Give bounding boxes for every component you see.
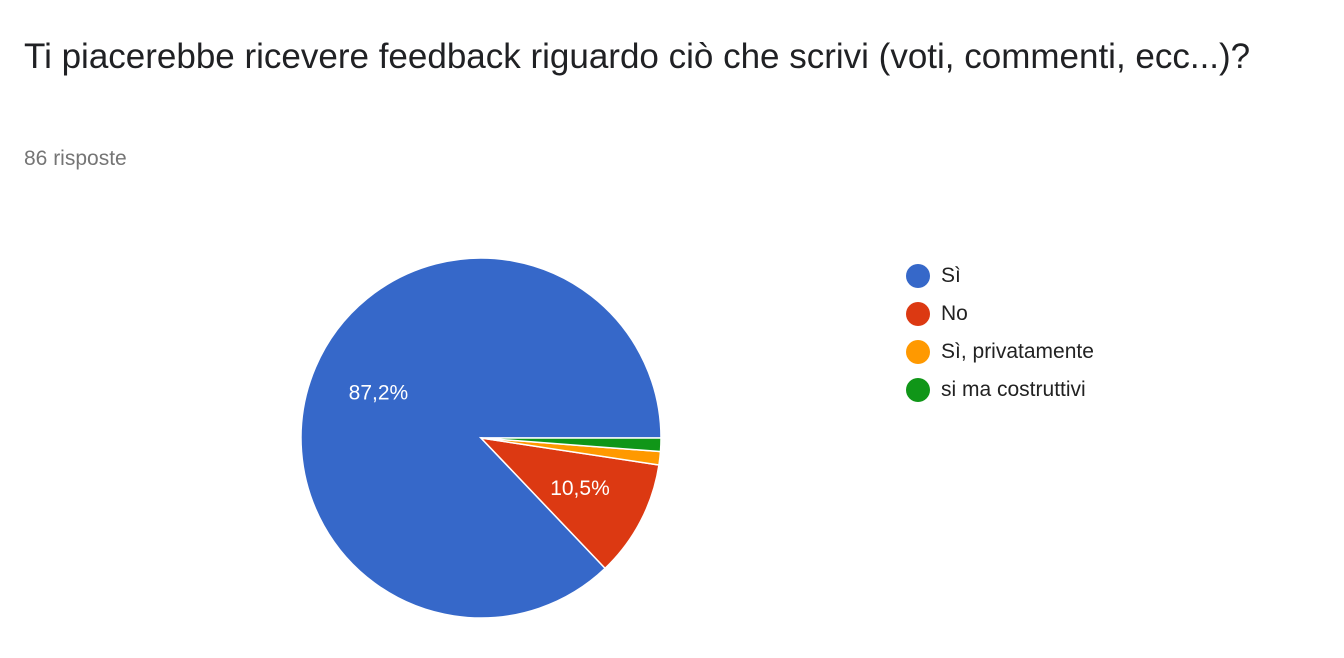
response-count: 86 risposte: [24, 147, 127, 170]
legend-item-1[interactable]: No: [906, 295, 1094, 333]
legend-label: Sì: [941, 264, 961, 287]
legend-item-2[interactable]: Sì, privatamente: [906, 333, 1094, 371]
pie-slice-label: 87,2%: [349, 382, 409, 405]
pie-slice-label: 10,5%: [550, 477, 610, 500]
chart-legend: Sì No Sì, privatamente si ma costruttivi: [906, 257, 1094, 409]
page-title: Ti piacerebbe ricevere feedback riguardo…: [24, 37, 1251, 76]
legend-label: si ma costruttivi: [941, 378, 1086, 401]
pie-slice-3[interactable]: [480, 437, 662, 453]
legend-swatch-icon: [906, 340, 930, 364]
legend-label: Sì, privatamente: [941, 340, 1094, 363]
legend-item-3[interactable]: si ma costruttivi: [906, 371, 1094, 409]
legend-label: No: [941, 302, 968, 325]
legend-swatch-icon: [906, 302, 930, 326]
legend-swatch-icon: [906, 264, 930, 288]
legend-item-0[interactable]: Sì: [906, 257, 1094, 295]
legend-swatch-icon: [906, 378, 930, 402]
pie-slice-1[interactable]: [478, 436, 660, 570]
